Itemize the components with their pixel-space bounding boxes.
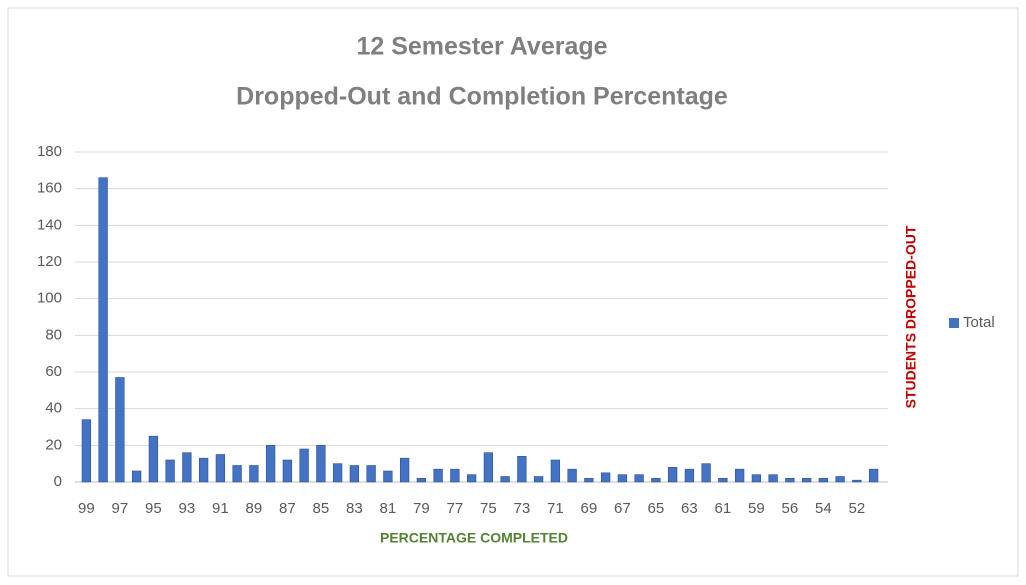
bar <box>81 419 92 483</box>
y-tick-label: 100 <box>37 290 62 307</box>
x-tick-label: 79 <box>413 500 430 517</box>
x-tick-label: 61 <box>715 500 732 517</box>
bar <box>215 454 226 483</box>
bar <box>483 452 494 483</box>
y-tick-label: 40 <box>45 400 62 417</box>
bar <box>868 468 879 483</box>
x-tick-label: 75 <box>480 500 497 517</box>
bar <box>567 468 577 483</box>
bar <box>466 474 477 483</box>
bar <box>500 476 510 483</box>
bar <box>115 377 125 483</box>
bar <box>684 468 695 483</box>
x-tick-label: 93 <box>179 500 196 517</box>
x-tick-label: 99 <box>78 500 95 517</box>
x-tick-label: 71 <box>547 500 564 517</box>
bar <box>651 478 661 483</box>
bar <box>550 459 561 483</box>
bar <box>667 467 678 483</box>
y-tick-label: 60 <box>45 363 62 380</box>
bar <box>332 463 343 483</box>
x-tick-label: 63 <box>681 500 698 517</box>
x-tick-label: 91 <box>212 500 229 517</box>
bar <box>433 468 443 483</box>
x-tick-label: 87 <box>279 500 296 517</box>
x-tick-label: 56 <box>782 500 799 517</box>
bar <box>349 465 360 483</box>
bar <box>182 452 192 483</box>
bar <box>249 465 259 483</box>
bar <box>801 478 812 483</box>
bar <box>835 476 845 483</box>
bar <box>383 470 393 483</box>
x-tick-label: 77 <box>447 500 464 517</box>
y-tick-label: 160 <box>37 180 62 197</box>
x-tick-label: 67 <box>614 500 631 517</box>
bar <box>450 468 460 483</box>
bar <box>852 479 862 483</box>
y-tick-label: 120 <box>37 253 62 270</box>
bar <box>399 457 410 483</box>
bar <box>98 177 108 483</box>
x-tick-label: 54 <box>815 500 832 517</box>
bar <box>265 445 276 483</box>
bar <box>701 463 711 483</box>
bar <box>785 478 795 483</box>
bar <box>584 478 594 483</box>
bar <box>768 474 778 483</box>
x-tick-label: 69 <box>581 500 598 517</box>
bar <box>232 465 242 483</box>
x-tick-label: 73 <box>514 500 531 517</box>
y-tick-label: 80 <box>45 326 62 343</box>
bar <box>131 470 142 483</box>
x-tick-label: 97 <box>112 500 129 517</box>
bar <box>751 474 762 483</box>
bar <box>734 468 745 483</box>
chart-border <box>7 7 1019 577</box>
legend-swatch <box>949 318 959 328</box>
y-tick-label: 20 <box>45 436 62 453</box>
bar <box>600 472 611 483</box>
chart-title: Dropped-Out and Completion Percentage <box>236 83 728 111</box>
bar <box>299 448 309 483</box>
legend-label: Total <box>963 314 995 331</box>
x-tick-label: 65 <box>648 500 665 517</box>
bar <box>617 474 628 483</box>
y-tick-label: 0 <box>54 473 62 490</box>
x-tick-label: 59 <box>748 500 765 517</box>
y-tick-label: 140 <box>37 216 62 233</box>
y-tick-label: 180 <box>37 143 62 160</box>
bar <box>517 456 527 483</box>
bar <box>718 478 728 483</box>
x-tick-label: 89 <box>246 500 263 517</box>
bar <box>198 457 209 483</box>
bar <box>366 465 376 483</box>
x-tick-label: 83 <box>346 500 363 517</box>
bar <box>634 474 644 483</box>
bar <box>316 445 326 483</box>
bar <box>416 478 427 483</box>
chart-title: 12 Semester Average <box>356 33 607 61</box>
bar <box>148 435 159 483</box>
bar <box>533 476 544 483</box>
x-tick-label: 85 <box>313 500 330 517</box>
bar <box>165 459 175 483</box>
x-tick-label: 95 <box>145 500 162 517</box>
y-axis-title: STUDENTS DROPPED-OUT <box>903 225 919 408</box>
x-tick-label: 81 <box>380 500 397 517</box>
bar <box>282 459 293 483</box>
x-tick-label: 52 <box>849 500 866 517</box>
x-axis-title: PERCENTAGE COMPLETED <box>380 530 568 546</box>
bar <box>818 478 829 483</box>
